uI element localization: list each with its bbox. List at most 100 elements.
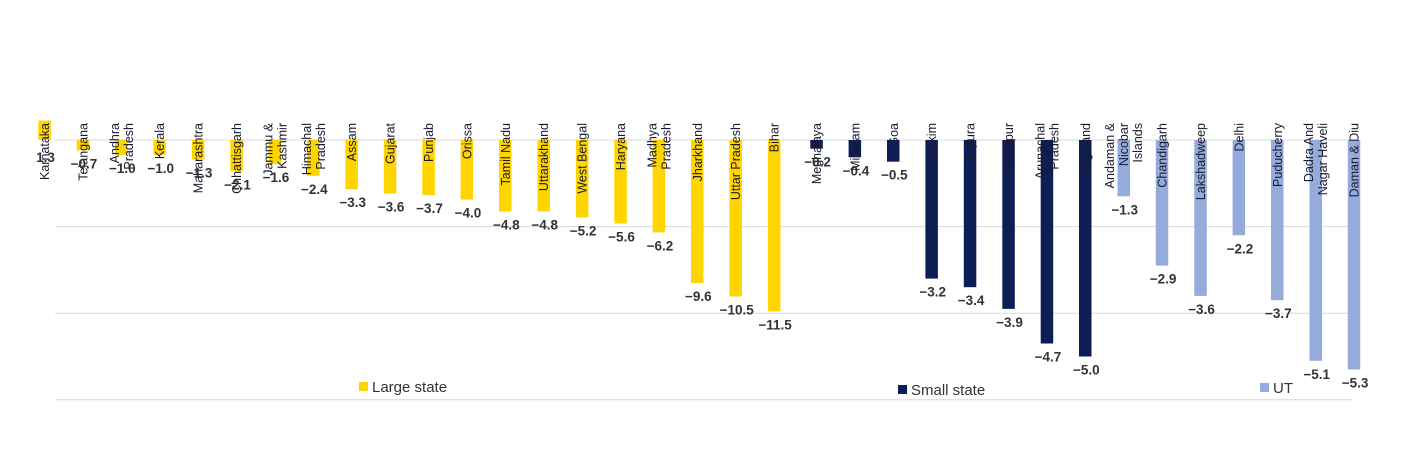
value-label-uttar-pradesh: −10.5 [720,303,755,318]
value-labels: 1.3 −0.7 −1.0 −1.0 −1.3−2.1 −1.6−2.4−3.3 −3.6−… [36,150,1369,391]
value-label-bihar: −11.5 [758,317,792,332]
value-label-puducherry: −3.7 [1265,306,1292,321]
bar-punjab [422,140,435,196]
value-label-himachal-pradesh: −2.4 [301,182,328,197]
category-label-mizoram: Mizoram [848,123,862,171]
value-label-uttarakhand: −4.8 [531,218,558,233]
category-label-madhya-pradesh: MadhyaPradesh [645,123,673,170]
bar-daman-and-diu [1347,140,1361,370]
value-label-jammu-and-kashmir: −1.6 [263,170,290,185]
bar-nagaland [1079,140,1092,357]
bar-chhattisgarh [230,140,243,172]
category-label-orissa: Orissa [460,123,474,159]
category-label-assam: Assam [345,123,359,161]
legend: Large state Small state UT [359,379,1293,399]
value-label-nagaland: −5.0 [1073,363,1100,378]
bar-bihar [767,140,781,312]
category-label-arunachal-pradesh: ArunachalPradesh [1033,123,1061,179]
category-label-bihar: Bihar [768,123,782,152]
category-label-telangana: Telangana [76,123,90,181]
bar-maharashtra [191,140,205,160]
category-label-gujarat: Gujarat [384,122,398,164]
category-label-maharashtra: Maharashtra [192,123,206,193]
bar-mizoram [848,140,862,158]
value-label-maharashtra: −1.3 [186,165,213,180]
value-label-delhi: −2.2 [1227,241,1254,256]
category-label-manipur: Manipur [1002,123,1016,168]
category-label-karnataka: Karnataka [38,123,52,180]
legend-swatch-large-state [359,382,368,391]
bar-uttar-pradesh [729,140,742,297]
value-label-andaman-and-nicobar-islands: −1.3 [1111,202,1138,217]
bar-goa [887,140,900,162]
category-label-tripura: Tripura [964,123,978,162]
value-label-arunachal-pradesh: −4.7 [1035,350,1062,365]
category-label-himachal-pradesh: HimachalPradesh [300,123,328,175]
bar-arunachal-pradesh [1040,140,1054,344]
value-label-lakshadweep: −3.6 [1188,302,1215,317]
value-label-gujarat: −3.6 [378,200,405,215]
category-label-punjab: Punjab [422,123,436,162]
value-label-chandigarh: −2.9 [1150,272,1177,287]
legend-label-ut: UT [1273,380,1293,397]
bar-lakshadweep [1194,140,1207,296]
bar-uttarakhand [537,140,550,212]
bar-telangana [76,140,90,151]
value-label-goa: −0.5 [881,168,908,183]
category-label-dadra-and-nagar-haveli: Dadra AndNagar Haveli [1302,123,1330,195]
bar-west-bengal [575,140,589,218]
bar-haryana [614,140,627,224]
value-label-haryana: −5.6 [608,229,635,244]
category-label-andhra-pradesh: AndhraPradesh [108,123,136,170]
bar-gujarat [383,140,397,194]
category-label-andaman-and-nicobar-islands: Andaman &NicobarIslands [1103,122,1145,188]
value-label-sikkim: −3.2 [919,285,946,300]
legend-swatch-small-state [898,385,907,394]
value-label-dadra-and-nagar-haveli: −5.1 [1303,367,1330,382]
value-label-tamil-nadu: −4.8 [493,218,520,233]
value-label-telangana: −0.7 [71,156,98,171]
bar-dadra-and-nagar-haveli [1309,140,1322,361]
category-label-jharkhand: Jharkhand [691,123,705,181]
legend-swatch-ut [1260,383,1269,392]
category-label-daman-and-diu: Daman & Diu [1348,123,1362,197]
value-label-madhya-pradesh: −6.2 [647,238,674,253]
legend-item-ut: UT [1260,380,1293,397]
value-label-jharkhand: −9.6 [685,289,712,304]
bar-puducherry [1271,140,1284,301]
value-label-meghalaya: −0.2 [804,155,831,170]
bar-jammu-and-kashmir [268,140,282,164]
category-label-lakshadweep: Lakshadweep [1194,123,1208,200]
category-label-chhattisgarh: Chhattisgarh [230,123,244,194]
category-label-nagaland: Nagaland [1079,123,1093,177]
value-label-kerala: −1.0 [147,161,174,176]
value-label-assam: −3.3 [339,195,366,210]
bar-tripura [963,140,977,288]
category-label-haryana: Haryana [614,123,628,170]
value-label-manipur: −3.9 [996,315,1023,330]
legend-label-large-state: Large state [372,379,447,396]
legend-item-large-state: Large state [359,379,447,396]
value-label-chhattisgarh: −2.1 [224,177,251,192]
bar-assam [345,140,358,190]
bar-karnataka [38,120,51,140]
bars [38,120,1361,370]
value-label-daman-and-diu: −5.3 [1342,376,1369,391]
bar-jharkhand [691,140,704,283]
bar-orissa [460,140,474,200]
value-label-punjab: −3.7 [416,201,443,216]
category-label-uttarakhand: Uttarakhand [537,123,551,191]
value-label-orissa: −4.0 [455,206,482,221]
category-label-tamil-nadu: Tamil Nadu [499,123,513,186]
bar-andaman-and-nicobar-islands [1117,140,1130,197]
category-label-uttar-pradesh: Uttar Pradesh [729,123,743,200]
value-label-andhra-pradesh: −1.0 [109,161,136,176]
bar-kerala [153,140,166,155]
category-label-west-bengal: West Bengal [576,123,590,194]
category-label-delhi: Delhi [1232,123,1246,152]
value-label-west-bengal: −5.2 [570,224,597,239]
category-label-sikkim: Sikkim [925,123,939,160]
bar-sikkim [925,140,938,279]
category-label-puducherry: Puducherry [1271,122,1285,187]
category-label-kerala: Kerala [153,123,167,159]
